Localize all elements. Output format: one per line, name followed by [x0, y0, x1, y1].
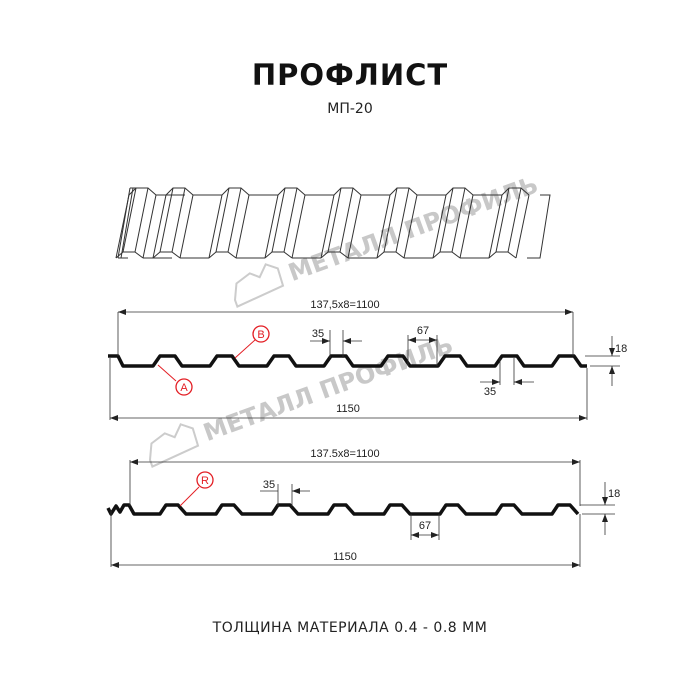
- pitch-label: 67: [417, 325, 429, 337]
- sheet-rib-line: [507, 187, 522, 253]
- sheet-rib-line: [291, 194, 306, 259]
- logo-icon: [148, 423, 200, 468]
- sheet-rib-line: [389, 187, 418, 196]
- marker-r: R: [179, 471, 214, 507]
- height-label: 18: [615, 343, 627, 355]
- marker-a: A: [157, 364, 193, 396]
- sheet-rib-line: [320, 251, 349, 259]
- logo-icon: [233, 263, 285, 308]
- marker-a-label: A: [180, 382, 188, 394]
- sheet-rib-line: [264, 194, 279, 259]
- profile-2-outline: [106, 503, 580, 516]
- sheet-3d-view: [115, 187, 551, 259]
- sheet-rib-line: [152, 251, 181, 259]
- sheet-rib-line: [128, 187, 157, 196]
- sheet-rib-line: [221, 187, 250, 196]
- sheet-rib-line: [152, 194, 167, 259]
- sheet-rib-line: [271, 187, 286, 253]
- sheet-rib-line: [327, 187, 342, 253]
- sheet-rib-line: [264, 251, 293, 259]
- sheet-rib-line: [527, 194, 551, 259]
- watermark-1: МЕТАЛЛ ПРОФИЛЬ: [233, 171, 542, 308]
- sheet-rib-line: [339, 187, 354, 253]
- sheet-rib-line: [208, 194, 223, 259]
- watermark-2: МЕТАЛЛ ПРОФИЛЬ: [148, 331, 457, 468]
- total-width-label: 1150: [333, 551, 357, 563]
- sheet-rib-line: [171, 187, 186, 253]
- sheet-rib-line: [445, 187, 474, 196]
- watermark-text: МЕТАЛЛ ПРОФИЛЬ: [200, 331, 457, 447]
- sheet-rib-line: [142, 194, 157, 259]
- rib-width-label: 35: [263, 479, 275, 491]
- sheet-rib-line: [283, 187, 298, 253]
- sheet-rib-line: [235, 194, 250, 259]
- sheet-rib-line: [215, 187, 230, 253]
- sheet-rib-line: [122, 187, 137, 253]
- profile-2: 137.5x8=1100 1150 35 67 18 R: [106, 448, 620, 568]
- marker-b-label: B: [257, 329, 264, 341]
- sheet-rib-line: [117, 187, 136, 259]
- sheet-rib-line: [501, 187, 530, 196]
- watermark-text: МЕТАЛЛ ПРОФИЛЬ: [285, 171, 542, 287]
- sheet-rib-line: [515, 194, 530, 259]
- sheet-rib-line: [495, 187, 510, 253]
- material-thickness-note: ТОЛЩИНА МАТЕРИАЛА 0.4 - 0.8 ММ: [212, 620, 488, 636]
- sheet-rib-line: [159, 187, 174, 253]
- sheet-rib-line: [439, 187, 454, 253]
- sheet-rib-line: [277, 187, 306, 196]
- sheet-rib-line: [179, 194, 194, 259]
- overall-pitch-label: 137.5x8=1100: [310, 448, 379, 460]
- sheet-rib-line: [208, 251, 237, 259]
- sheet-rib-line: [459, 194, 474, 259]
- sheet-rib-line: [115, 194, 130, 259]
- sheet-rib-line: [227, 187, 242, 253]
- sheet-rib-line: [432, 251, 461, 259]
- marker-b: B: [234, 325, 270, 359]
- sheet-rib-line: [134, 187, 149, 253]
- overall-pitch-label: 137,5x8=1100: [310, 299, 379, 311]
- total-width-label: 1150: [336, 403, 360, 415]
- height-label: 18: [608, 488, 620, 500]
- marker-r-label: R: [201, 475, 209, 487]
- sheet-rib-line: [383, 187, 398, 253]
- rib-width-label-2: 35: [484, 386, 496, 398]
- sheet-rib-line: [333, 187, 362, 196]
- sheet-rib-line: [376, 251, 405, 259]
- sheet-rib-line: [165, 187, 194, 196]
- profile-1-outline: [108, 354, 587, 368]
- sheet-rib-line: [115, 251, 144, 259]
- sheet-rib-line: [376, 194, 391, 259]
- sheet-rib-line: [403, 194, 418, 259]
- sheet-rib-line: [488, 251, 517, 259]
- sheet-rib-line: [395, 187, 410, 253]
- sheet-rib-line: [488, 194, 503, 259]
- sheet-rib-line: [451, 187, 466, 253]
- rib-width-label: 35: [312, 328, 324, 340]
- sheet-rib-line: [347, 194, 362, 259]
- profile-1: 137,5x8=1100 1150 35 67 35 18 A B: [108, 299, 627, 421]
- page-subtitle: МП-20: [327, 101, 373, 117]
- sheet-rib-line: [320, 194, 335, 259]
- pitch-label: 67: [419, 520, 431, 532]
- page-title: ПРОФЛИСТ: [251, 58, 449, 92]
- sheet-rib-line: [432, 194, 447, 259]
